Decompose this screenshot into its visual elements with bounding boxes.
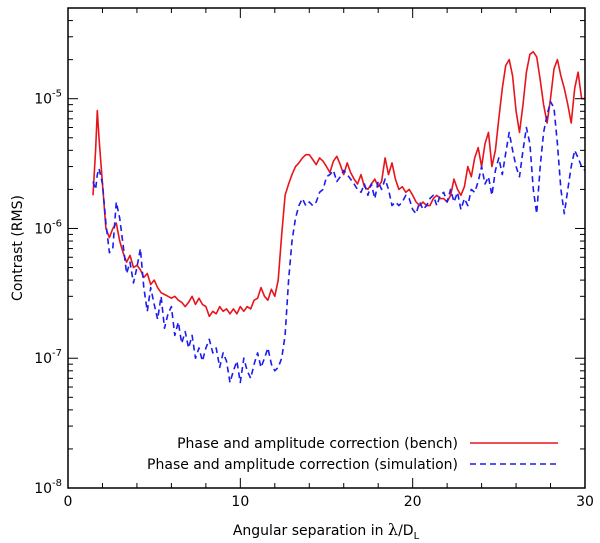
legend-label-bench: Phase and amplitude correction (bench) (177, 436, 458, 452)
x-axis-label: Angular separation in λ/DL (233, 520, 420, 542)
y-tick-label: 10-5 (34, 89, 62, 108)
y-tick-label: 10-8 (34, 478, 62, 497)
legend-label-simulation: Phase and amplitude correction (simulati… (147, 457, 458, 473)
y-tick-label-exponent: -8 (52, 478, 62, 489)
legend: Phase and amplitude correction (bench) P… (147, 436, 558, 473)
y-tick-label-exponent: -6 (52, 218, 62, 229)
x-tick-label: 30 (576, 494, 594, 510)
series-layer (92, 51, 586, 384)
x-axis-label-main: Angular separation in (233, 523, 388, 539)
x-axis-label-lambda: λ (388, 520, 398, 539)
tick-layer (67, 7, 586, 489)
x-tick-label: 20 (404, 494, 422, 510)
y-tick-label: 10-7 (34, 348, 62, 367)
series-line-bench (92, 51, 585, 318)
x-axis-label-slash: /D (398, 523, 414, 539)
plot-frame (67, 7, 586, 489)
y-tick-label-base: 10 (34, 221, 52, 237)
y-axis-label: Contrast (RMS) (10, 195, 26, 301)
y-tick-label: 10-6 (34, 218, 62, 237)
y-tick-label-exponent: -5 (52, 89, 62, 100)
y-tick-label-exponent: -7 (52, 348, 62, 359)
y-tick-label-base: 10 (34, 351, 52, 367)
x-tick-label: 10 (231, 494, 249, 510)
x-tick-label: 0 (64, 494, 73, 510)
y-tick-label-base: 10 (34, 481, 52, 497)
series-line-simulation (92, 100, 586, 384)
y-tick-label-base: 10 (34, 92, 52, 108)
x-axis-label-subscript: L (414, 531, 420, 542)
